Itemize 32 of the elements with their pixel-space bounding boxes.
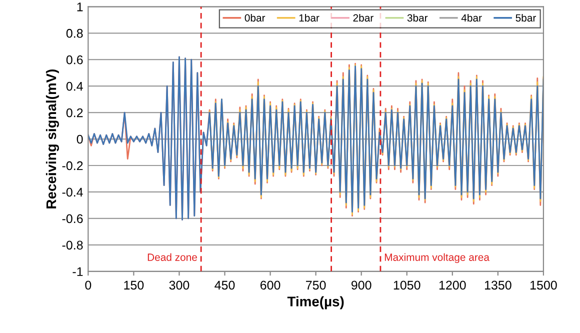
x-tick-label: 1050 [394,280,420,290]
ref-line-label: Maximum voltage area [384,253,490,264]
y-axis-title: Receiving signal(mV) [46,69,59,208]
x-tick-label: 1350 [484,280,512,290]
x-tick-label: 750 [306,280,326,290]
x-tick-label: 900 [352,280,372,290]
x-tick-label: 150 [124,280,144,290]
legend-label: 2bar [353,14,374,22]
x-tick-label: 300 [169,280,190,290]
y-tick-label: 0.8 [66,28,83,38]
y-tick-label: -0.6 [62,214,83,224]
legend-label: 4bar [461,14,482,22]
ref-line-label: Dead zone [148,253,197,261]
legend-label: 0bar [244,14,266,22]
y-tick-label: -0.4 [62,188,83,197]
y-tick-label: 0.2 [66,108,83,118]
x-tick-label: 600 [260,280,280,290]
y-tick-label: 0.6 [66,55,83,64]
x-tick-label: 1200 [439,280,466,290]
legend-label: 5bar [516,14,536,22]
y-tick-label: -1 [72,267,83,276]
y-tick-label: -0.2 [62,161,83,170]
legend-label: 3bar [407,14,428,22]
x-tick-label: 450 [214,280,235,290]
y-tick-label: -0.8 [62,240,83,250]
x-axis-title: Time(µs) [287,296,344,310]
legend-label: 1bar [299,14,320,22]
y-tick-label: 0 [76,134,83,144]
y-tick-label: 1 [77,2,83,12]
x-tick-label: 0 [85,280,92,290]
x-tick-label: 1500 [530,280,557,290]
y-tick-label: 0.4 [66,82,83,91]
